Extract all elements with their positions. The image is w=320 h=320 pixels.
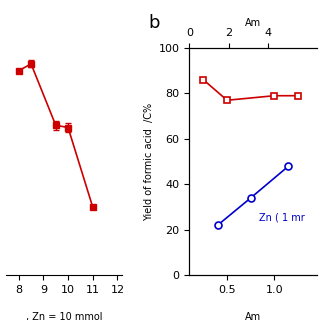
Text: , Zn = 10 mmol: , Zn = 10 mmol [26,312,103,320]
X-axis label: Am: Am [245,18,261,28]
Text: b: b [148,14,160,32]
Text: Zn ( 1 mr: Zn ( 1 mr [260,213,305,223]
Y-axis label: Yield of formic acid  /C%: Yield of formic acid /C% [144,102,154,221]
Text: Am: Am [245,312,261,320]
